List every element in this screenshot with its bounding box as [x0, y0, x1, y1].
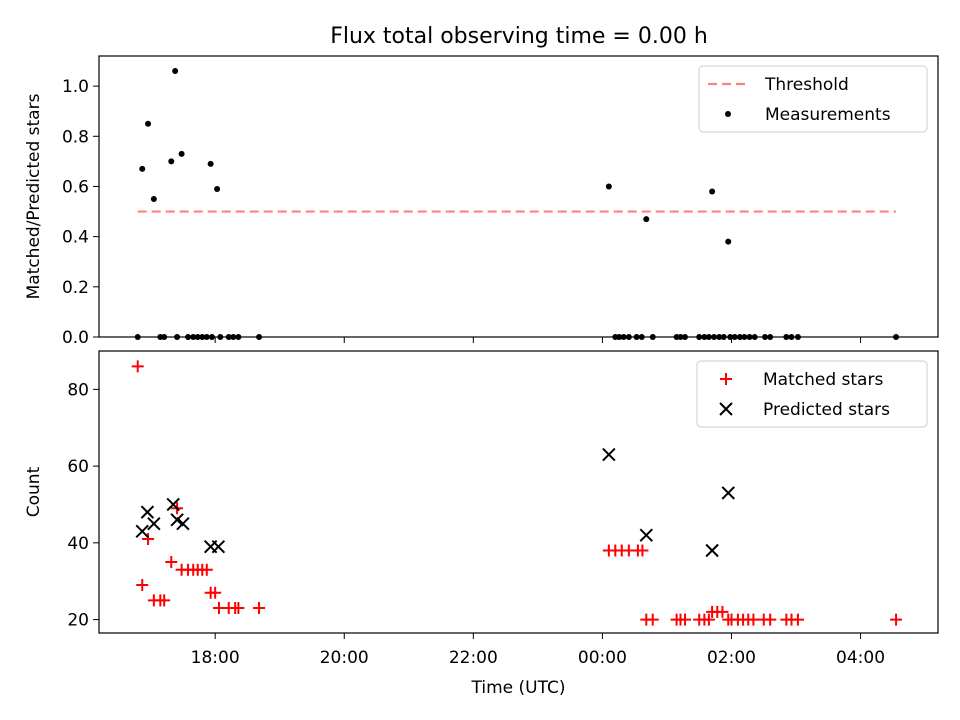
- top-panel: 0.0 0.2 0.4 0.6 0.8 1.0 Matched/Predicted star…: [24, 55, 939, 348]
- y-tick-label: 1.0: [62, 77, 89, 97]
- y-axis-label: Count: [24, 466, 44, 517]
- measurement-point: [139, 165, 146, 172]
- measurement-point: [207, 160, 214, 167]
- measurement-point: [178, 150, 185, 157]
- y-tick-label: 20: [67, 611, 89, 631]
- matched-star-marker: [136, 579, 149, 592]
- measurement-point: [168, 158, 175, 165]
- predicted-star-marker: [211, 539, 226, 554]
- matched-star-marker: [646, 613, 659, 626]
- predicted-star-marker: [721, 486, 735, 500]
- predicted-star-marker: [166, 497, 180, 512]
- x-tick-label: 22:00: [449, 648, 498, 668]
- legend-label: Threshold: [764, 75, 849, 95]
- y-axis-label: Matched/Predicted stars: [24, 93, 44, 299]
- matched-star-marker: [158, 594, 171, 607]
- predicted-star-marker: [602, 447, 616, 462]
- predicted-star-marker: [170, 513, 184, 527]
- bottom-panel: 20 40 60 80 18:00 20:00 22:00 00:00 02:00 04:00 Co…: [24, 350, 939, 698]
- measurement-point: [643, 216, 650, 223]
- matched-star-marker: [200, 563, 213, 576]
- matched-star-marker: [702, 613, 715, 626]
- measurement-point: [725, 238, 732, 245]
- matched-star-marker: [253, 602, 266, 615]
- axes-frame: [98, 350, 939, 634]
- matched-star-marker: [165, 556, 178, 569]
- y-tick-label: 0.4: [62, 228, 89, 248]
- measurement-point: [605, 183, 612, 190]
- legend-matched-swatch: [720, 373, 732, 385]
- measurement-point: [709, 188, 716, 195]
- x-tick-label: 18:00: [191, 648, 240, 668]
- legend-label: Predicted stars: [763, 400, 890, 420]
- legend-box: [698, 65, 928, 133]
- legend-measurement-swatch: [725, 111, 731, 117]
- measurement-point: [150, 196, 157, 203]
- y-tick-label: 0.6: [62, 177, 89, 197]
- y-tick-label: 80: [67, 380, 89, 400]
- predicted-star-marker: [705, 543, 719, 558]
- matched-star-marker: [636, 544, 649, 557]
- axes-frame: [98, 55, 939, 338]
- predicted-star-marker: [140, 505, 155, 519]
- y-tick-label: 0.0: [62, 328, 89, 348]
- predicted-star-marker: [147, 516, 161, 531]
- y-tick-label: 40: [67, 534, 89, 554]
- figure-title: Flux total observing time = 0.00 h: [330, 24, 708, 49]
- y-tick-label: 0.2: [62, 278, 89, 298]
- legend-predicted-swatch: [719, 402, 733, 416]
- legend-label: Measurements: [765, 105, 891, 125]
- matched-star-marker: [716, 605, 729, 618]
- matched-star-marker: [232, 602, 245, 615]
- predicted-star-marker: [639, 528, 653, 542]
- matched-star-marker: [747, 613, 760, 626]
- measurement-point: [172, 68, 179, 75]
- predicted-star-marker: [176, 516, 190, 531]
- x-tick-label: 00:00: [578, 648, 627, 668]
- y-tick-label: 0.8: [62, 127, 89, 147]
- matched-star-marker: [890, 613, 903, 626]
- matched-star-marker: [142, 533, 155, 545]
- x-tick-label: 02:00: [707, 648, 756, 668]
- y-tick-label: 60: [67, 457, 89, 477]
- matched-star-marker: [131, 360, 144, 373]
- predicted-star-marker: [135, 524, 149, 539]
- measurement-point: [145, 120, 152, 127]
- matched-star-marker: [791, 613, 804, 626]
- matched-star-marker: [209, 586, 222, 599]
- matched-star-marker: [764, 613, 777, 626]
- legend-label: Matched stars: [763, 370, 883, 390]
- x-tick-label: 20:00: [320, 648, 369, 668]
- x-axis-label: Time (UTC): [471, 678, 566, 698]
- measurement-point: [214, 185, 221, 192]
- matched-star-marker: [679, 613, 692, 626]
- x-tick-label: 04:00: [836, 648, 885, 668]
- legend-box: [696, 360, 928, 428]
